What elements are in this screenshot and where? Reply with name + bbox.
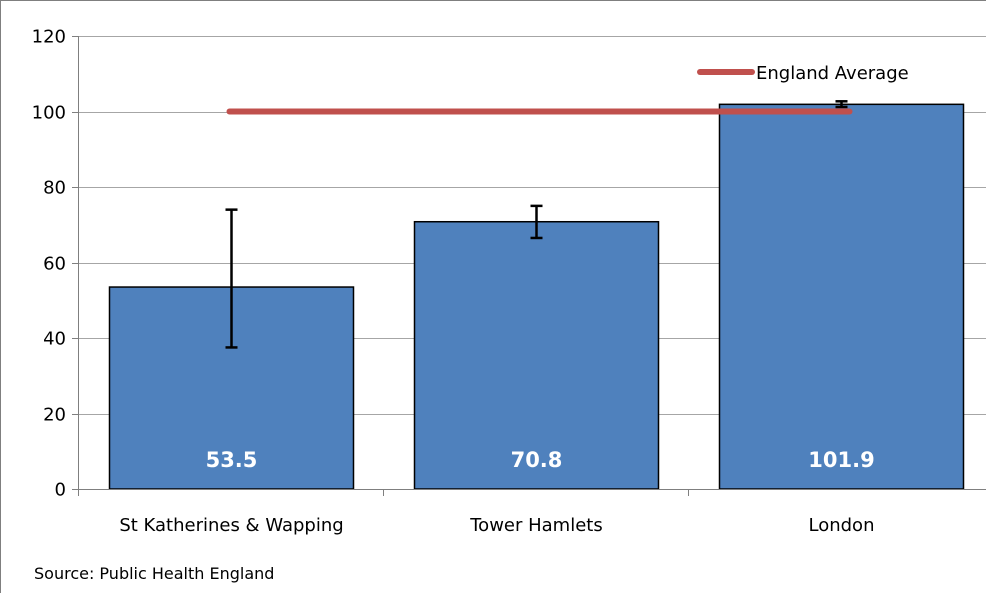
y-tick-label-120: 120 [32, 27, 66, 48]
bar-london [718, 103, 965, 490]
data-label-tower-hamlets: 70.8 [511, 448, 563, 472]
data-label-london: 101.9 [808, 448, 874, 472]
source-note: Source: Public Health England [34, 564, 274, 583]
error-bars [225, 100, 848, 349]
legend: England Average [697, 63, 909, 84]
axes [72, 36, 986, 496]
category-label-london: London [809, 515, 875, 536]
y-tick-label-20: 20 [43, 405, 66, 426]
labels: 0 20 40 60 80 100 120 53.5 St Katherines & Wappi… [32, 27, 875, 537]
bar-tower-hamlets [413, 220, 660, 490]
y-tick-label-0: 0 [55, 480, 66, 501]
y-tick-label-100: 100 [32, 103, 66, 124]
data-label-st-katherines-wapping: 53.5 [206, 448, 258, 472]
category-label-st-katherines-wapping: St Katherines & Wapping [119, 515, 343, 536]
y-tick-label-80: 80 [43, 178, 66, 199]
category-label-tower-hamlets: Tower Hamlets [469, 515, 602, 536]
y-tick-label-40: 40 [43, 329, 66, 350]
y-tick-label-60: 60 [43, 254, 66, 275]
bars [108, 103, 965, 490]
legend-label-england-average: England Average [756, 63, 909, 84]
